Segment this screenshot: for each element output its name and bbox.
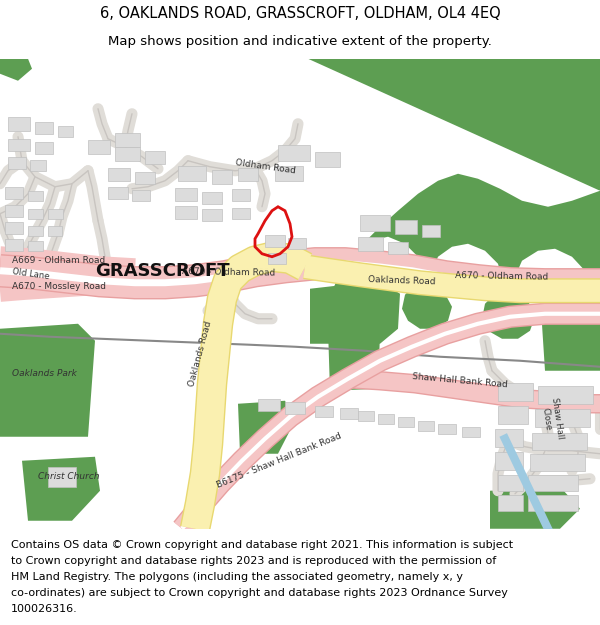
Bar — [28, 226, 43, 236]
Bar — [538, 386, 593, 404]
Polygon shape — [0, 324, 95, 437]
Polygon shape — [238, 401, 295, 454]
Text: A670 - Oldham Road: A670 - Oldham Road — [182, 268, 275, 278]
Bar — [5, 222, 23, 234]
Text: 100026316.: 100026316. — [11, 604, 77, 614]
Polygon shape — [0, 59, 32, 81]
Bar — [28, 209, 43, 219]
Bar — [178, 166, 206, 181]
Bar — [145, 151, 165, 164]
Bar — [532, 432, 587, 450]
Text: Christ Church: Christ Church — [38, 472, 100, 481]
Bar — [175, 188, 197, 201]
Bar — [265, 235, 285, 247]
Text: GRASSCROFT: GRASSCROFT — [95, 262, 230, 280]
Polygon shape — [490, 487, 580, 529]
Bar — [212, 170, 232, 184]
Bar — [48, 209, 63, 219]
Bar — [462, 427, 480, 437]
Bar — [378, 414, 394, 424]
Bar — [495, 452, 523, 470]
Polygon shape — [540, 287, 600, 371]
Bar — [498, 382, 533, 401]
Bar — [528, 475, 578, 491]
Bar — [8, 117, 30, 131]
Bar — [5, 187, 23, 199]
Bar — [232, 208, 250, 219]
Bar — [8, 157, 26, 169]
Text: to Crown copyright and database rights 2023 and is reproduced with the permissio: to Crown copyright and database rights 2… — [11, 556, 496, 566]
Bar — [108, 187, 128, 199]
Bar — [285, 402, 305, 414]
Bar — [278, 145, 310, 161]
Polygon shape — [328, 324, 380, 391]
Bar — [418, 421, 434, 431]
Text: Old Lane: Old Lane — [12, 267, 50, 281]
Bar — [288, 238, 306, 249]
Text: A669 - Oldham Road: A669 - Oldham Road — [12, 256, 105, 265]
Bar — [315, 152, 340, 167]
Bar — [5, 205, 23, 217]
Bar — [530, 454, 585, 471]
Text: 6, OAKLANDS ROAD, GRASSCROFT, OLDHAM, OL4 4EQ: 6, OAKLANDS ROAD, GRASSCROFT, OLDHAM, OL… — [100, 6, 500, 21]
Text: Oaklands Road: Oaklands Road — [187, 320, 213, 388]
Bar — [115, 147, 140, 161]
Bar — [232, 189, 250, 201]
Bar — [48, 226, 62, 236]
Bar — [275, 166, 303, 181]
Bar — [438, 424, 456, 434]
Text: Oldham Road: Oldham Road — [235, 158, 296, 176]
Bar — [28, 241, 43, 251]
Bar — [238, 168, 258, 181]
Bar — [5, 239, 23, 251]
Bar — [115, 132, 140, 147]
Bar — [398, 417, 414, 427]
Polygon shape — [310, 281, 400, 344]
Bar — [88, 140, 110, 154]
Polygon shape — [308, 59, 600, 349]
Bar — [28, 191, 43, 201]
Bar — [498, 406, 528, 424]
Bar — [358, 411, 374, 421]
Bar — [395, 220, 417, 234]
Text: co-ordinates) are subject to Crown copyright and database rights 2023 Ordnance S: co-ordinates) are subject to Crown copyr… — [11, 588, 508, 598]
Bar — [108, 168, 130, 181]
Bar — [498, 495, 523, 511]
Bar — [388, 242, 408, 254]
Text: A670 - Oldham Road: A670 - Oldham Road — [455, 271, 548, 282]
Bar — [58, 126, 73, 137]
Polygon shape — [22, 457, 100, 521]
Bar — [315, 406, 333, 417]
Bar — [132, 190, 150, 201]
Bar — [8, 139, 30, 151]
Bar — [422, 225, 440, 237]
Text: Map shows position and indicative extent of the property.: Map shows position and indicative extent… — [108, 35, 492, 48]
Bar — [268, 253, 286, 264]
Bar — [202, 192, 222, 204]
Bar — [48, 467, 76, 487]
Text: Shaw Hall
Close: Shaw Hall Close — [539, 397, 565, 441]
Bar — [35, 122, 53, 134]
Text: Oaklands Road: Oaklands Road — [368, 275, 436, 286]
Bar — [340, 408, 358, 419]
Bar — [30, 160, 46, 171]
Text: Contains OS data © Crown copyright and database right 2021. This information is : Contains OS data © Crown copyright and d… — [11, 540, 513, 550]
Text: HM Land Registry. The polygons (including the associated geometry, namely x, y: HM Land Registry. The polygons (includin… — [11, 572, 463, 582]
Bar — [498, 475, 523, 491]
Bar — [358, 237, 383, 251]
Bar — [360, 215, 390, 231]
Bar — [175, 206, 197, 219]
Bar — [35, 142, 53, 154]
Bar — [202, 209, 222, 221]
Bar — [528, 495, 578, 511]
Bar — [135, 172, 155, 184]
Text: B6175 - Shaw Hall Bank Road: B6175 - Shaw Hall Bank Road — [215, 431, 343, 490]
Text: Shaw Hall Bank Road: Shaw Hall Bank Road — [412, 372, 508, 389]
Bar — [535, 409, 590, 427]
Bar — [495, 429, 523, 447]
Text: A670 - Mossley Road: A670 - Mossley Road — [12, 282, 106, 291]
Text: Oaklands Park: Oaklands Park — [12, 369, 77, 378]
Bar — [258, 399, 280, 411]
